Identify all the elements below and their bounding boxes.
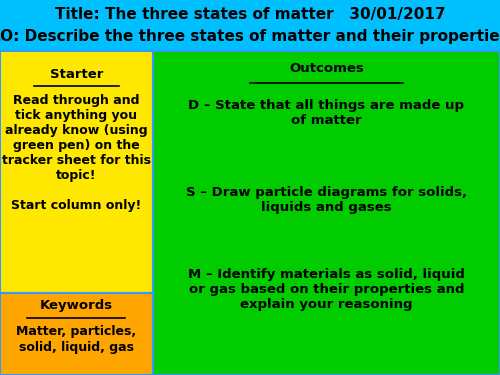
Text: Title: The three states of matter   30/01/2017: Title: The three states of matter 30/01/…	[55, 7, 446, 22]
Text: LO: Describe the three states of matter and their properties: LO: Describe the three states of matter …	[0, 29, 500, 44]
Bar	[152, 51, 500, 375]
Text: M – Identify materials as solid, liquid
or gas based on their properties and
exp: M – Identify materials as solid, liquid …	[188, 268, 464, 311]
Text: S – Draw particle diagrams for solids,
liquids and gases: S – Draw particle diagrams for solids, l…	[186, 186, 467, 214]
Bar	[0, 292, 152, 375]
Text: Read through and
tick anything you
already know (using
green pen) on the
tracker: Read through and tick anything you alrea…	[2, 94, 151, 212]
Bar	[0, 0, 500, 51]
Text: Keywords: Keywords	[40, 299, 113, 312]
Text: Outcomes: Outcomes	[289, 62, 364, 75]
Text: D – State that all things are made up
of matter: D – State that all things are made up of…	[188, 99, 464, 128]
Text: Matter, particles,
solid, liquid, gas: Matter, particles, solid, liquid, gas	[16, 326, 136, 354]
Bar	[0, 51, 152, 292]
Text: Starter: Starter	[50, 68, 103, 81]
